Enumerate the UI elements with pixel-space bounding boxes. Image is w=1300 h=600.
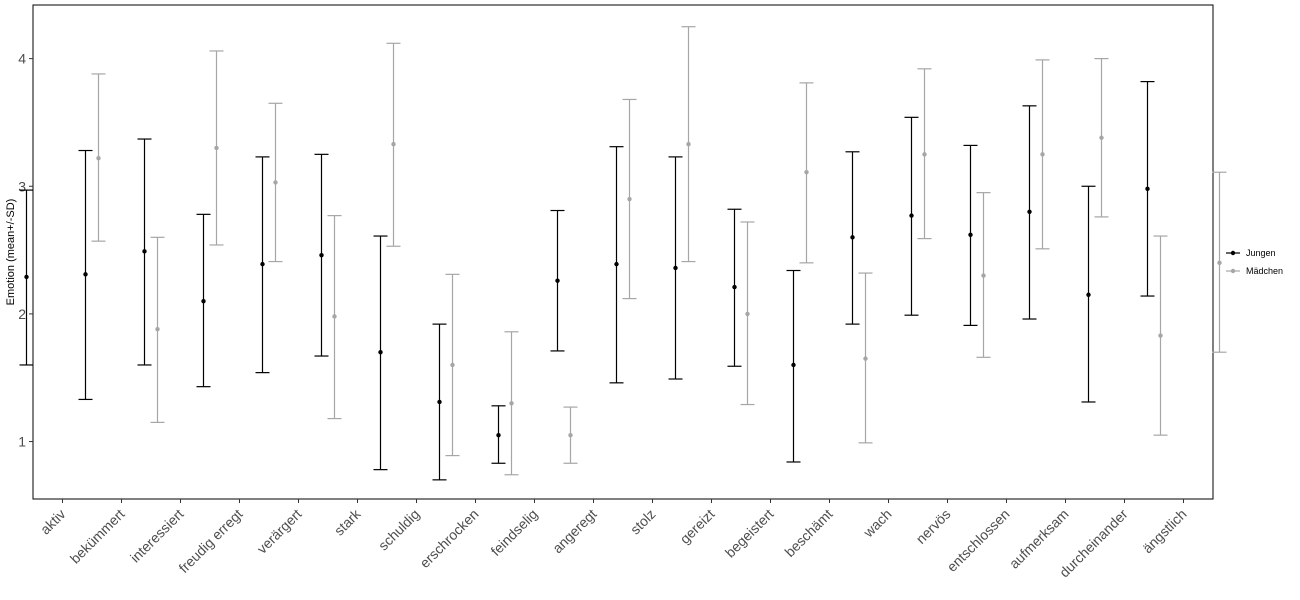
x-tick-label: angeregt <box>549 506 599 556</box>
legend-label: Mädchen <box>1246 266 1283 276</box>
x-tick-label: gereizt <box>677 506 718 547</box>
y-tick-label: 4 <box>18 51 26 67</box>
mean-point <box>555 278 560 283</box>
y-axis: 1 2 3 4 <box>18 51 33 450</box>
x-tick-label: schuldig <box>375 506 423 554</box>
mean-point <box>1158 333 1163 338</box>
mean-point <box>24 274 29 280</box>
mean-point <box>745 311 750 317</box>
x-tick-label: stark <box>331 505 364 538</box>
legend-key-point <box>1230 268 1236 274</box>
mean-point <box>437 399 442 405</box>
x-tick-label: feindselig <box>487 506 540 559</box>
mean-point <box>686 141 691 147</box>
legend-item: Jungen <box>1226 248 1276 258</box>
x-tick-label: nervös <box>913 506 954 547</box>
mean-point <box>1145 186 1150 192</box>
mean-point <box>450 362 455 368</box>
mean-point <box>1217 260 1222 266</box>
mean-point <box>568 432 573 438</box>
x-tick-label: ängstlich <box>1139 506 1189 556</box>
mean-point <box>804 170 809 175</box>
series-1 <box>91 26 1227 476</box>
mean-point <box>332 314 337 319</box>
x-tick-label: wach <box>859 506 894 541</box>
x-tick-label: aktiv <box>37 506 69 538</box>
legend-key-point <box>1230 250 1236 256</box>
mean-point <box>909 213 914 218</box>
mean-point <box>1027 209 1032 214</box>
mean-point <box>96 155 101 161</box>
mean-point <box>391 141 396 147</box>
x-tick-label: verärgert <box>254 506 305 557</box>
x-tick-label: beschämt <box>781 506 835 560</box>
plot-panel <box>32 4 1214 500</box>
mean-point <box>968 232 973 237</box>
x-tick-label: entschlossen <box>944 506 1013 575</box>
mean-point <box>509 401 514 406</box>
mean-point <box>922 152 927 157</box>
x-tick-label: freudig erregt <box>175 506 245 576</box>
mean-point <box>260 261 265 267</box>
mean-point <box>142 249 147 254</box>
mean-point <box>1040 152 1045 157</box>
legend-label: Jungen <box>1246 248 1276 258</box>
mean-point <box>614 261 619 267</box>
mean-point <box>496 432 501 438</box>
legend: Jungen Mädchen <box>1226 248 1283 276</box>
mean-point <box>201 298 206 304</box>
mean-point <box>673 265 678 271</box>
mean-point <box>732 284 737 290</box>
mean-point <box>863 356 868 361</box>
x-tick-label: aufmerksam <box>1006 506 1072 572</box>
x-tick-label: stolz <box>627 506 659 538</box>
mean-point <box>319 252 324 258</box>
mean-point <box>378 350 383 355</box>
mean-point <box>155 327 160 332</box>
mean-point <box>273 180 278 185</box>
mean-point <box>627 196 632 202</box>
error-bars <box>19 26 1227 481</box>
mean-point <box>791 362 796 368</box>
x-tick-label: bekümmert <box>67 506 128 567</box>
mean-point <box>1086 292 1091 297</box>
y-tick-label: 1 <box>18 434 26 450</box>
series-0 <box>19 80 1155 481</box>
x-tick-label: interessiert <box>127 506 187 566</box>
mean-point <box>850 235 855 240</box>
mean-point <box>1099 135 1104 140</box>
mean-point <box>981 273 986 278</box>
x-tick-label: erschrocken <box>416 506 481 571</box>
y-axis-title: Emotion (mean+/-SD) <box>5 199 17 306</box>
mean-point <box>214 145 219 151</box>
x-tick-label: begeistert <box>722 506 777 561</box>
y-tick-label: 3 <box>18 178 26 194</box>
mean-point <box>83 272 88 277</box>
y-tick-label: 2 <box>18 306 26 322</box>
legend-item: Mädchen <box>1226 266 1283 276</box>
